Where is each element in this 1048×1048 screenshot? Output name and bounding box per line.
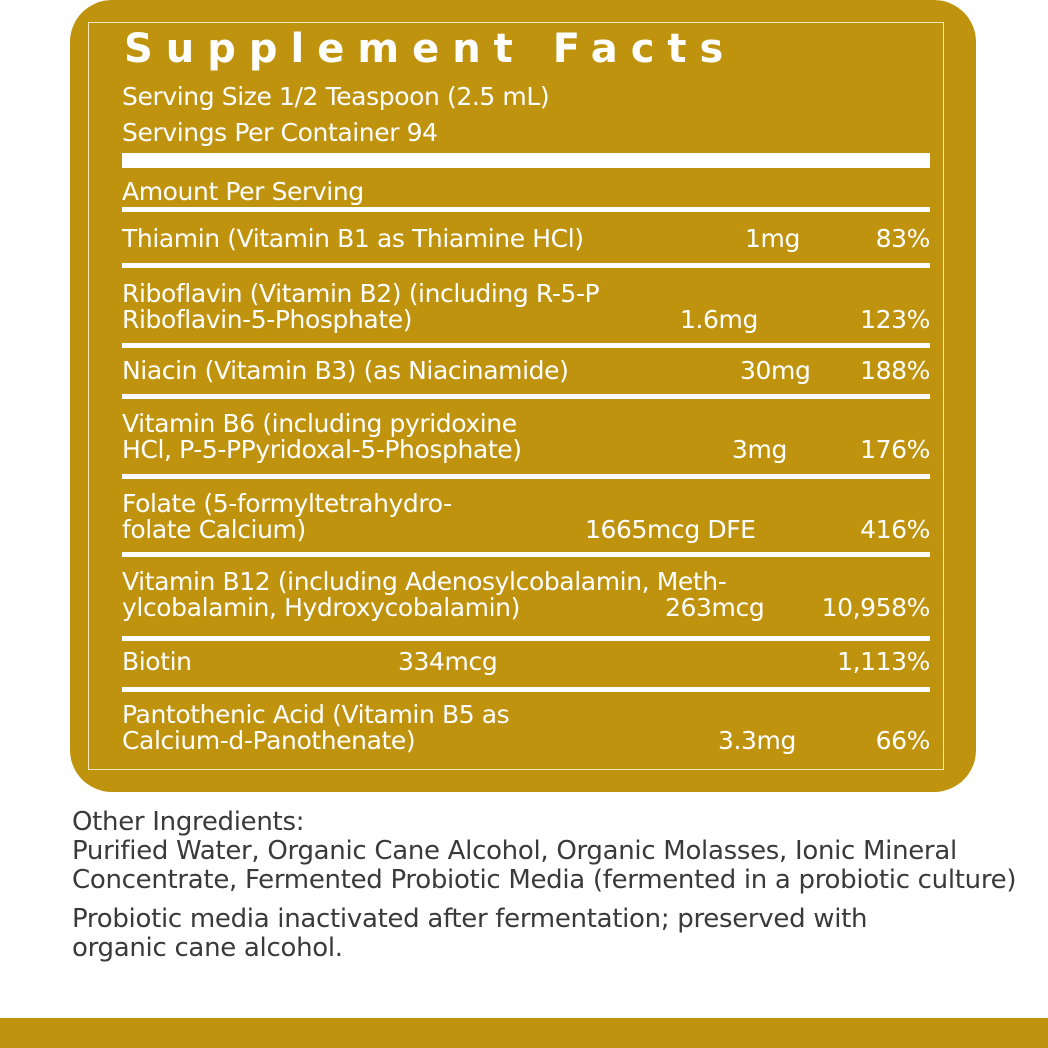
nutrient-name: Folate (5-formyltetrahydro- folate Calci… xyxy=(122,489,452,544)
nutrient-name: Thiamin (Vitamin B1 as Thiamine HCl) xyxy=(122,224,584,253)
daily-value-percent: 83% xyxy=(875,224,931,253)
divider xyxy=(122,394,930,399)
amount-per-serving-header: Amount Per Serving xyxy=(122,177,364,206)
divider xyxy=(122,207,930,212)
daily-value-percent: 123% xyxy=(860,305,930,334)
nutrient-amount: 1665mcg DFE xyxy=(585,515,756,544)
divider xyxy=(122,343,930,348)
nutrient-name: Niacin (Vitamin B3) (as Niacinamide) xyxy=(122,356,569,385)
nutrient-amount: 263mcg xyxy=(665,593,765,622)
nutrient-amount: 3mg xyxy=(732,435,787,464)
divider xyxy=(122,687,930,692)
panel-title: Supplement Facts xyxy=(124,26,737,72)
divider xyxy=(122,552,930,557)
nutrient-amount: 30mg xyxy=(740,356,811,385)
preservation-note: Probiotic media inactivated after fermen… xyxy=(72,904,868,963)
other-ingredients: Other Ingredients: Purified Water, Organi… xyxy=(72,808,1022,973)
servings-per-container: Servings Per Container 94 xyxy=(122,118,438,147)
bottom-band xyxy=(0,1018,1048,1048)
nutrient-amount: 1mg xyxy=(745,224,800,253)
daily-value-percent: 176% xyxy=(860,435,930,464)
nutrient-name: Vitamin B6 (including pyridoxine HCl, P-… xyxy=(122,409,522,464)
daily-value-percent: 1,113% xyxy=(837,647,930,676)
other-ingredients-heading: Other Ingredients: xyxy=(72,807,305,837)
nutrient-name: Vitamin B12 (including Adenosylcobalamin… xyxy=(122,567,727,622)
daily-value-percent: 188% xyxy=(860,356,930,385)
supplement-facts-panel: Supplement Facts Serving Size 1/2 Teaspo… xyxy=(70,0,976,792)
daily-value-percent: 66% xyxy=(875,726,931,755)
divider xyxy=(122,636,930,641)
divider xyxy=(122,263,930,268)
nutrient-amount: 3.3mg xyxy=(718,726,796,755)
divider xyxy=(122,474,930,479)
nutrient-name: Riboflavin (Vitamin B2) (including R-5-P… xyxy=(122,279,600,334)
other-ingredients-text: Purified Water, Organic Cane Alcohol, Or… xyxy=(72,836,1017,895)
nutrient-name: Biotin xyxy=(122,647,192,676)
nutrient-amount: 1.6mg xyxy=(680,305,758,334)
serving-size: Serving Size 1/2 Teaspoon (2.5 mL) xyxy=(122,82,550,111)
panel-inner-border xyxy=(88,22,944,770)
daily-value-percent: 10,958% xyxy=(821,593,931,622)
nutrient-amount: 334mcg xyxy=(398,647,498,676)
daily-value-percent: 416% xyxy=(860,515,930,544)
nutrient-name: Pantothenic Acid (Vitamin B5 as Calcium-… xyxy=(122,700,510,755)
thick-divider xyxy=(122,153,930,168)
